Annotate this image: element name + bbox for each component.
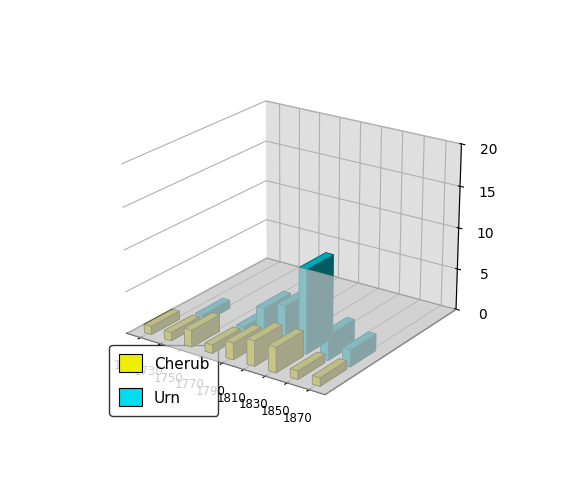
Legend: Cherub, Urn: Cherub, Urn — [109, 345, 218, 416]
